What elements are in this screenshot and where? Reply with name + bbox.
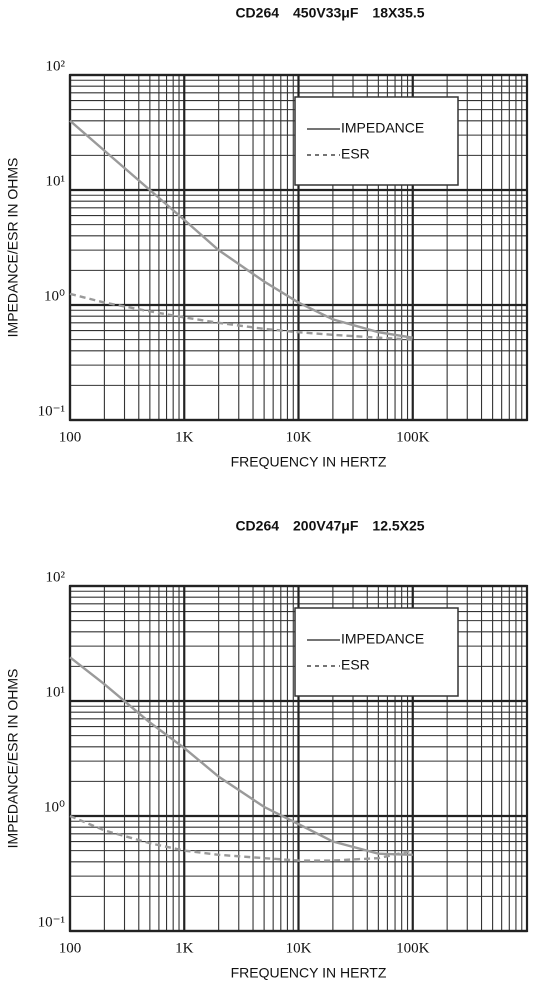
y-tick-label: 10² xyxy=(46,569,66,585)
legend-label: ESR xyxy=(341,146,370,162)
y-tick-label: 10⁰ xyxy=(44,799,65,815)
chart-title: CD264 450V33μF 18X35.5 xyxy=(235,5,424,21)
x-tick-label: 1K xyxy=(175,940,194,956)
y-tick-label: 10⁻¹ xyxy=(38,914,65,930)
plot-frame xyxy=(68,584,529,933)
y-axis-label: IMPEDANCE/ESR IN OHMS xyxy=(5,669,21,849)
y-tick-label: 10⁻¹ xyxy=(38,403,65,419)
legend-box xyxy=(294,607,459,697)
y-tick-label: 10¹ xyxy=(46,173,66,189)
chart-title: CD264 200V47μF 12.5X25 xyxy=(235,518,424,534)
legend-label: ESR xyxy=(341,657,370,673)
series-line xyxy=(69,814,414,862)
x-tick-label: 100K xyxy=(396,429,430,445)
plot-frame xyxy=(68,73,529,422)
chart: CD264 200V47μF 12.5X25 10⁻¹ 10⁰ 10¹ 10² 100 1K… xyxy=(5,518,529,981)
x-tick-label: 100 xyxy=(59,940,82,956)
legend-label: IMPEDANCE xyxy=(341,631,424,647)
legend-label: IMPEDANCE xyxy=(341,120,424,136)
x-axis-label: FREQUENCY IN HERTZ xyxy=(231,965,387,981)
series-line xyxy=(69,119,413,339)
x-tick-label: 100 xyxy=(59,429,82,445)
x-tick-label: 100K xyxy=(396,940,430,956)
x-tick-label: 10K xyxy=(286,940,312,956)
y-axis-label: IMPEDANCE/ESR IN OHMS xyxy=(5,158,21,338)
chart: CD264 450V33μF 18X35.5 10⁻¹ 10⁰ 10¹ 10² 100 1K… xyxy=(5,5,529,470)
series-line xyxy=(69,292,413,341)
y-tick-label: 10¹ xyxy=(46,684,66,700)
x-axis-label: FREQUENCY IN HERTZ xyxy=(231,454,387,470)
y-tick-label: 10² xyxy=(46,58,66,74)
x-tick-label: 1K xyxy=(175,429,194,445)
series-line xyxy=(69,656,413,856)
legend-box xyxy=(294,96,459,186)
x-tick-label: 10K xyxy=(286,429,312,445)
y-tick-label: 10⁰ xyxy=(44,288,65,304)
